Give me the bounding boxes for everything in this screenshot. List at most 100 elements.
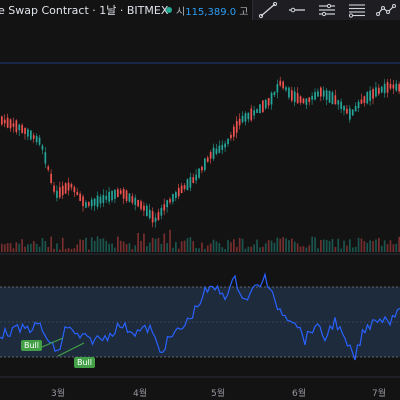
candle-body	[209, 151, 212, 159]
volume-bar	[148, 242, 151, 252]
candle-body	[293, 91, 296, 103]
trend-line-tool[interactable]	[253, 0, 283, 20]
volume-bar	[273, 242, 276, 252]
volume-bar	[122, 241, 125, 252]
candle-body	[175, 192, 177, 198]
candle-body	[30, 130, 32, 140]
path-tool[interactable]	[371, 0, 400, 20]
candle-body	[195, 174, 197, 181]
volume-bar	[12, 248, 15, 252]
candle-body	[105, 196, 108, 200]
candle-body	[21, 124, 23, 133]
market-status-dot	[166, 7, 172, 13]
candle-body	[256, 109, 258, 113]
candle-body	[279, 80, 282, 86]
candle-body	[369, 90, 371, 101]
price-chart[interactable]	[0, 20, 400, 400]
candle-body	[47, 166, 50, 170]
volume-bar	[299, 246, 302, 252]
symbol-title[interactable]: e Swap Contract · 1날 · BITMEX	[0, 4, 169, 17]
open-label: 시	[176, 7, 186, 18]
candle-body	[166, 200, 168, 208]
candle-body	[151, 211, 154, 223]
volume-bar	[169, 229, 171, 252]
parallel-channel-tool[interactable]	[312, 0, 342, 20]
candle-body	[177, 187, 180, 197]
candle-body	[96, 195, 99, 207]
volume-bar	[215, 241, 218, 252]
candle-body	[282, 81, 284, 89]
candle-body	[125, 190, 128, 201]
trend-line-icon	[258, 2, 277, 18]
volume-bar	[201, 242, 203, 252]
candle-body	[183, 185, 186, 189]
volume-bar	[88, 249, 90, 252]
volume-bar	[349, 239, 351, 252]
volume-bar	[175, 242, 177, 252]
horizontal-ray-tool[interactable]	[283, 0, 313, 20]
candle-body	[375, 87, 377, 97]
candle-body	[73, 187, 76, 193]
volume-bar	[311, 236, 313, 252]
candle-body	[264, 99, 267, 109]
volume-bars	[1, 229, 400, 252]
candle-body	[218, 145, 221, 153]
volume-bar	[244, 248, 247, 252]
volume-bar	[253, 244, 255, 252]
candle-body	[383, 83, 386, 94]
volume-bar	[305, 247, 308, 252]
candle-body	[198, 168, 200, 178]
fib-retracement-tool[interactable]	[342, 0, 372, 20]
candle-body	[343, 105, 345, 111]
candle-body	[111, 190, 113, 201]
candle-body	[180, 185, 183, 194]
volume-bar	[282, 237, 284, 252]
candle-body	[204, 158, 206, 170]
volume-bar	[61, 237, 64, 252]
candle-body	[357, 101, 360, 109]
candle-body	[238, 118, 241, 126]
volume-bar	[30, 243, 32, 252]
path-icon	[376, 4, 397, 16]
volume-bar	[302, 246, 305, 252]
candle-body	[1, 116, 3, 125]
candle-body	[93, 198, 96, 206]
candle-body	[366, 92, 369, 104]
candle-body	[259, 104, 261, 114]
volume-bar	[351, 247, 354, 252]
candle-body	[44, 152, 47, 164]
volume-bar	[27, 244, 29, 252]
volume-bar	[314, 237, 316, 252]
candle-body	[285, 87, 287, 91]
volume-bar	[398, 236, 400, 252]
volume-bar	[224, 249, 226, 252]
candle-body	[351, 109, 354, 116]
candle-body	[128, 193, 131, 202]
volume-bar	[79, 239, 81, 252]
candle-body	[186, 179, 189, 191]
candle-body	[61, 185, 64, 196]
candle-body	[235, 120, 238, 133]
bull-divergence-line-2	[57, 342, 85, 357]
candle-body	[82, 196, 84, 207]
candle-body	[79, 193, 81, 202]
candle-body	[299, 96, 302, 103]
volume-bar	[369, 240, 371, 252]
candle-body	[253, 110, 255, 116]
volume-bar	[247, 246, 250, 252]
volume-bar	[56, 243, 58, 252]
volume-bar	[102, 238, 105, 252]
volume-bar	[6, 243, 9, 252]
candle-body	[24, 127, 26, 135]
candle-body	[148, 209, 151, 219]
volume-bar	[221, 247, 224, 252]
volume-bar	[146, 245, 148, 252]
volume-bar	[160, 243, 163, 252]
volume-bar	[360, 238, 363, 252]
volume-bar	[131, 249, 134, 252]
volume-bar	[151, 237, 154, 252]
candle-body	[160, 207, 163, 216]
volume-bar	[354, 246, 357, 252]
volume-bar	[204, 248, 206, 252]
volume-bar	[180, 241, 183, 252]
